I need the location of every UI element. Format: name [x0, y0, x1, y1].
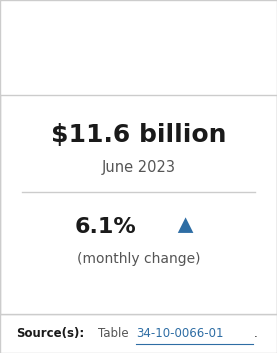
Text: 34-10-0066-01: 34-10-0066-01 — [136, 327, 223, 340]
Text: June 2023: June 2023 — [101, 160, 176, 175]
Text: Source(s):: Source(s): — [17, 327, 85, 340]
Text: (monthly change): (monthly change) — [77, 252, 200, 267]
Text: 6.1%: 6.1% — [75, 217, 136, 237]
Text: Table: Table — [98, 327, 129, 340]
Text: $11.6 billion: $11.6 billion — [51, 123, 226, 147]
Text: .: . — [253, 327, 257, 340]
Text: Building permits —
Canada: Building permits — Canada — [19, 22, 220, 64]
